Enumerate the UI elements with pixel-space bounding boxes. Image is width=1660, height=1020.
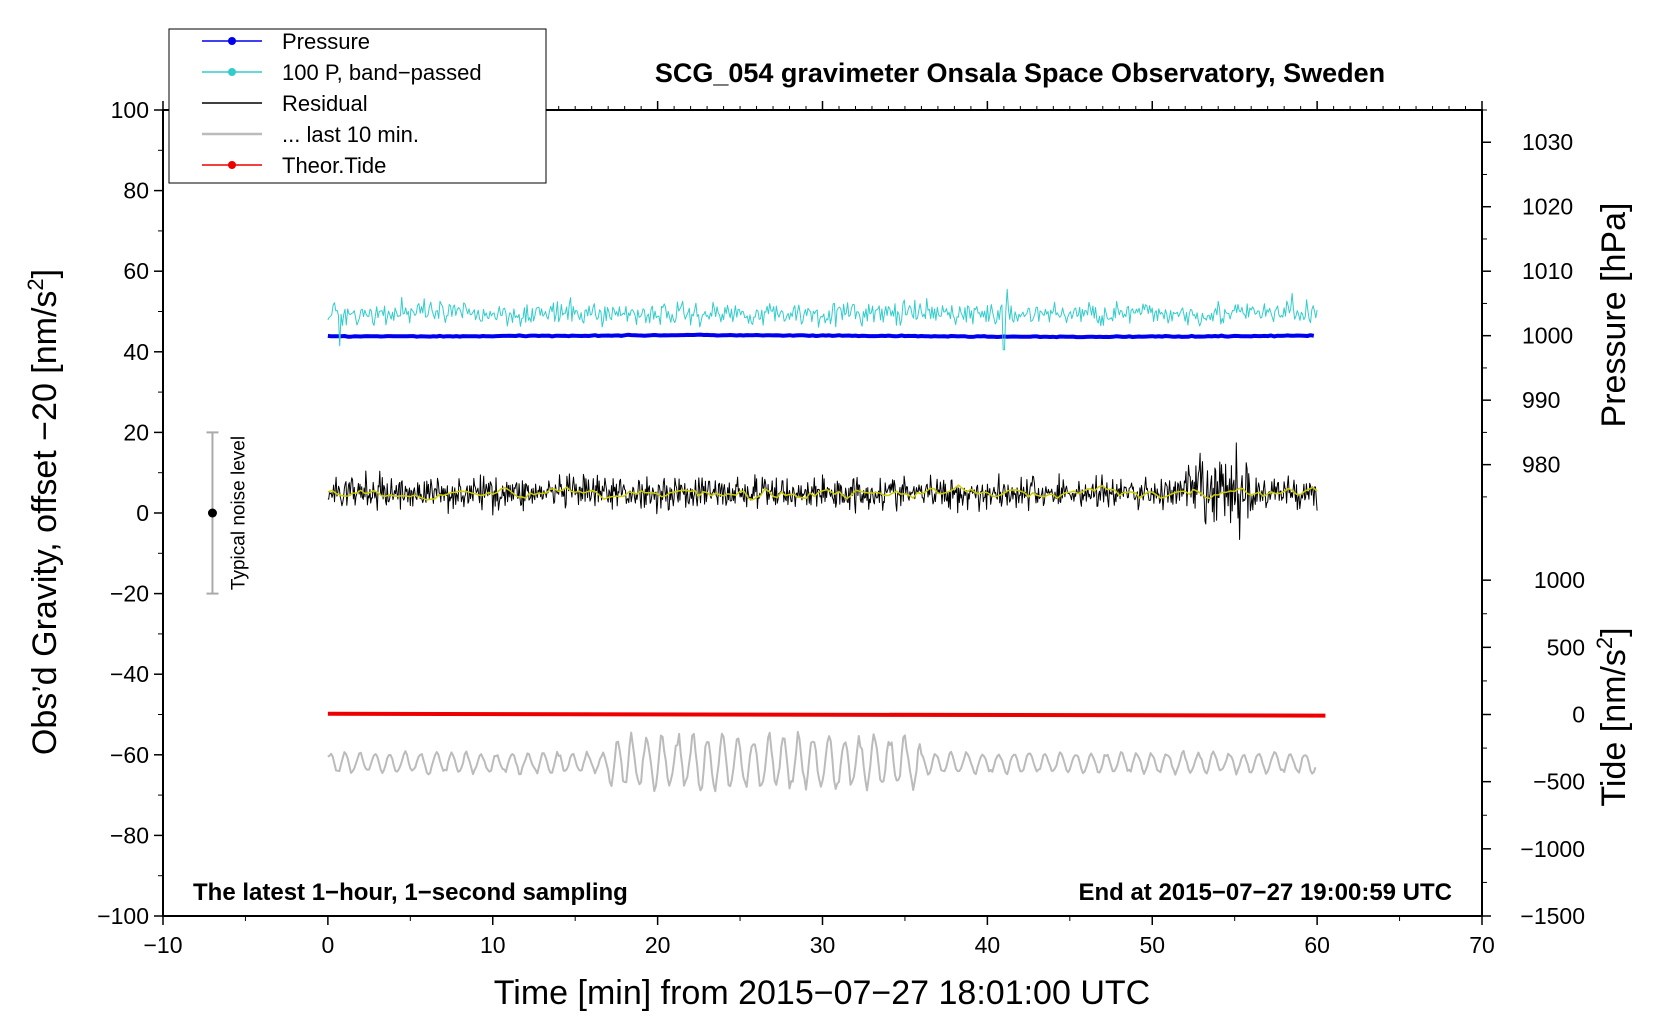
noise-bar-point — [207, 508, 217, 518]
series-residual — [327, 442, 1318, 540]
y-tick-label: 100 — [111, 97, 149, 123]
series-layer — [327, 288, 1326, 793]
axis-ticks: −10 0 10 20 30 40 50 60 70−100−80−60−40−20020406… — [97, 97, 1585, 958]
legend-label: Pressure — [282, 29, 370, 54]
x-tick-label: 30 — [810, 932, 836, 958]
y-axis-label-left: Obs’d Gravity, offset −20 [nm/s2] — [23, 269, 64, 755]
pressure-tick-label: 1000 — [1522, 323, 1573, 349]
tide-tick-label: −500 — [1533, 769, 1585, 795]
y-tick-label: −100 — [97, 903, 149, 929]
x-tick-label: 10 — [480, 932, 506, 958]
pressure-tick-label: 1030 — [1522, 129, 1573, 155]
y-tick-label: 20 — [123, 419, 149, 445]
y-tick-label: −40 — [110, 661, 149, 687]
y-axis-label-tide-text: Tide [nm/s — [1595, 649, 1633, 806]
series-band-passed — [327, 288, 1318, 351]
pressure-tick-label: 1010 — [1522, 258, 1573, 284]
y-axis-label-tide-sup: 2 — [1592, 637, 1617, 649]
legend-marker — [228, 68, 236, 76]
legend-marker — [228, 37, 236, 45]
y-tick-label: −60 — [110, 742, 149, 768]
pressure-tick-label: 1020 — [1522, 194, 1573, 220]
y-tick-label: −80 — [110, 822, 149, 848]
y-axis-label-left-end: ] — [26, 269, 64, 278]
x-tick-label: 60 — [1304, 932, 1330, 958]
legend-label: Theor.Tide — [282, 153, 386, 178]
series-last-10-min — [327, 730, 1317, 793]
noise-bar — [206, 431, 219, 595]
pressure-tick-label: 990 — [1522, 387, 1560, 413]
x-tick-label: 20 — [645, 932, 671, 958]
y-axis-label-left-text: Obs’d Gravity, offset −20 [nm/s — [26, 291, 64, 756]
y-axis-label-tide: Tide [nm/s2] — [1592, 627, 1633, 806]
tide-tick-label: 500 — [1547, 634, 1585, 660]
annotation-bottom-left: The latest 1−hour, 1−second sampling — [193, 879, 628, 906]
y-axis-label-left-sup: 2 — [23, 278, 48, 290]
legend-label: Residual — [282, 91, 368, 116]
legend-marker — [228, 161, 236, 169]
legend: Pressure 100 P, band−passed Residual ... la… — [168, 28, 547, 184]
series-theor-tide — [327, 711, 1326, 718]
x-tick-label: 70 — [1469, 932, 1495, 958]
annotation-bottom-right: End at 2015−07−27 19:00:59 UTC — [1078, 879, 1452, 906]
x-tick-label: 0 — [321, 932, 334, 958]
y-tick-label: 80 — [123, 178, 149, 204]
tide-tick-label: 1000 — [1534, 567, 1585, 593]
x-axis-label: Time [min] from 2015−07−27 18:01:00 UTC — [494, 974, 1150, 1012]
y-tick-label: −20 — [110, 581, 149, 607]
legend-label: ... last 10 min. — [282, 122, 419, 147]
y-axis-label-tide-end: ] — [1595, 627, 1633, 636]
tide-tick-label: 0 — [1572, 702, 1585, 728]
y-axis-label-pressure: Pressure [hPa] — [1595, 203, 1633, 428]
y-tick-label: 60 — [123, 258, 149, 284]
x-tick-label: 40 — [975, 932, 1001, 958]
legend-label: 100 P, band−passed — [282, 60, 482, 85]
plot-frame — [162, 109, 1483, 917]
y-tick-label: 40 — [123, 339, 149, 365]
tide-tick-label: −1500 — [1520, 903, 1585, 929]
legend-box — [168, 28, 547, 184]
noise-level-label: Typical noise level — [228, 436, 249, 590]
series-residual-smoothed — [327, 484, 1318, 501]
series-pressure — [327, 332, 1315, 340]
x-tick-label: −10 — [143, 932, 182, 958]
chart-title: SCG_054 gravimeter Onsala Space Observat… — [655, 58, 1385, 88]
pressure-tick-label: 980 — [1522, 452, 1560, 478]
x-tick-label: 50 — [1139, 932, 1165, 958]
y-tick-label: 0 — [136, 500, 149, 526]
tide-tick-label: −1000 — [1520, 836, 1585, 862]
